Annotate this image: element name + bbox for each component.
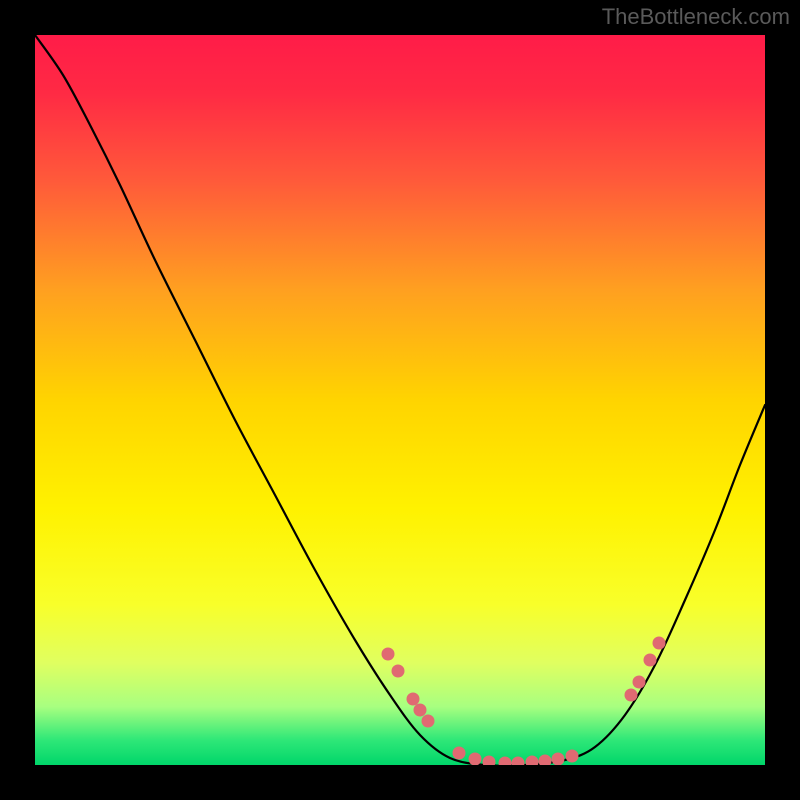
data-marker	[566, 750, 579, 763]
data-marker	[625, 689, 638, 702]
data-marker	[653, 637, 666, 650]
data-marker	[414, 704, 427, 717]
data-marker	[407, 693, 420, 706]
data-marker	[633, 676, 646, 689]
data-marker	[469, 753, 482, 766]
chart-svg	[35, 35, 765, 765]
data-marker	[382, 648, 395, 661]
data-marker	[552, 753, 565, 766]
watermark-text: TheBottleneck.com	[602, 4, 790, 30]
chart-background	[35, 35, 765, 765]
data-marker	[453, 747, 466, 760]
data-marker	[644, 654, 657, 667]
data-marker	[422, 715, 435, 728]
bottleneck-chart	[35, 35, 765, 765]
data-marker	[392, 665, 405, 678]
